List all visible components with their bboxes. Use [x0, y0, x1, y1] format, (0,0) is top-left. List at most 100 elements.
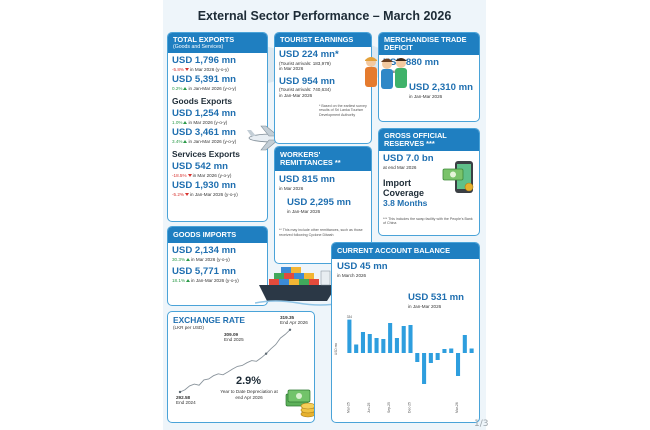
fx-point — [264, 352, 268, 355]
tourist-cum-period: in Jan-Mar 2026 — [279, 92, 313, 98]
current-account-card: CURRENT ACCOUNT BALANCE USD 45 mn in Mar… — [331, 242, 480, 423]
ca-cum-block: USD 531 mn in Jan-Mar 2026 — [408, 292, 464, 309]
ca-bar — [449, 348, 454, 353]
gross-reserves-card: GROSS OFFICIAL RESERVES *** USD 7.0 bn a… — [378, 128, 480, 236]
down-arrow-icon — [187, 173, 192, 177]
exports-mar-change-row: -5.8% in Mar 2026 (y-o-y) — [172, 67, 263, 73]
remittances-mar-value: USD 815 mn — [279, 174, 335, 186]
exchange-rate-subtitle: (LKR per USD) — [173, 325, 204, 330]
services-exports-mar-value: USD 542 mn — [172, 161, 228, 173]
up-arrow-icon — [183, 139, 188, 143]
page-title: External Sector Performance – March 2026 — [197, 9, 452, 23]
exports-cum-change: 0.2% — [172, 85, 183, 91]
tourist-mar-period: in Mar 2026 — [279, 66, 304, 72]
ca-mar-period: in March 2026 — [337, 272, 367, 278]
services-exports-cum-period: in Jan-Mar 2026 (y-o-y) — [190, 191, 238, 197]
imports-mar-period: in Mar 2026 (y-o-y) — [191, 256, 230, 262]
fx-depreciation-value: 2.9% — [236, 375, 262, 387]
ca-bar — [360, 332, 366, 353]
decorative-dot-icon — [463, 290, 483, 310]
down-arrow-icon — [185, 192, 190, 196]
ca-bar — [428, 353, 433, 363]
ca-x-tick-label: Dec-25 — [408, 402, 412, 413]
up-arrow-icon — [183, 86, 188, 90]
fx-mid-value: 309.09 — [224, 332, 239, 337]
ca-x-tick-label: Sep-25 — [387, 402, 391, 413]
exchange-rate-card: EXCHANGE RATE (LKR per USD) 292.58 End 2… — [167, 311, 315, 423]
ca-bar — [401, 326, 406, 353]
ca-bar — [408, 325, 413, 353]
imports-cum-change: 18.1% — [172, 277, 186, 283]
services-exports-mar-period: in Mar 2026 (y-o-y) — [192, 172, 232, 178]
ca-bar — [367, 334, 372, 353]
ca-bar — [388, 323, 393, 353]
ca-y-axis-label: USD mn — [334, 343, 338, 355]
tourist-cum-value: USD 954 mn — [279, 75, 335, 87]
goods-exports-cum-period: in Jan-Mar 2026 (y-o-y) — [188, 138, 237, 144]
import-coverage-value: 3.8 Months — [383, 198, 428, 209]
up-arrow-icon — [186, 257, 191, 261]
goods-exports-cum-change: 3.4% — [172, 138, 183, 144]
phone-money-icon — [442, 161, 474, 194]
fx-end-label: End Apr 2026 — [280, 320, 308, 325]
tourist-earnings-header: TOURIST EARNINGS — [275, 33, 371, 48]
fx-start-label: End 2024 — [176, 400, 196, 405]
tourists-illustration-icon — [365, 57, 407, 89]
services-exports-cum-change-row: -5.2% in Jan-Mar 2026 (y-o-y) — [172, 192, 263, 198]
services-exports-mar-change: -18.5% — [172, 172, 187, 178]
imports-cum-value: USD 5,771 mn — [172, 266, 236, 278]
cargo-ship-icon — [255, 267, 341, 306]
exports-mar-period: in Mar 2026 (y-o-y) — [190, 66, 229, 72]
services-exports-title: Services Exports — [172, 149, 240, 160]
ca-bar — [381, 339, 386, 353]
ca-mar-value: USD 45 mn — [337, 261, 388, 273]
fx-point — [178, 390, 182, 394]
fx-end-value: 319.35 — [280, 315, 295, 320]
exports-mar-change: -5.8% — [172, 66, 185, 72]
total-exports-card: TOTAL EXPORTS (Goods and Services) USD 1… — [167, 32, 268, 222]
up-arrow-icon — [186, 278, 191, 282]
infographic-page: External Sector Performance – March 2026… — [163, 0, 486, 430]
ca-bar — [469, 348, 474, 353]
ca-bar — [455, 353, 461, 376]
ca-x-tick-label: Jun-25 — [367, 403, 371, 413]
gross-reserves-header: GROSS OFFICIAL RESERVES *** — [379, 129, 479, 152]
imports-cum-period: in Jan-Mar 2026 (y-o-y) — [191, 277, 239, 283]
exports-cum-value: USD 5,391 mn — [172, 74, 236, 86]
fx-mid-label: End 2025 — [224, 337, 244, 342]
trade-deficit-cum-block: USD 2,310 mn in Jan-Mar 2026 — [409, 83, 473, 99]
services-exports-mar-change-row: -18.5% in Mar 2026 (y-o-y) — [172, 173, 263, 179]
exchange-rate-title: EXCHANGE RATE — [173, 315, 245, 325]
ca-bar — [442, 349, 447, 353]
goods-exports-cum-change-row: 3.4% in Jan-Mar 2026 (y-o-y) — [172, 139, 263, 145]
ca-bar — [394, 338, 399, 353]
services-exports-cum-value: USD 1,930 mn — [172, 180, 236, 192]
fx-depreciation-label: Year to Date Depreciation at end Apr 202… — [220, 389, 278, 400]
goods-exports-cum-value: USD 3,461 mn — [172, 127, 236, 139]
remittances-mar-period: in Mar 2026 — [279, 185, 304, 191]
tourist-earnings-card: TOURIST EARNINGS USD 224 mn* (Tourist ar… — [274, 32, 372, 144]
trade-deficit-cum-period: in Jan-Mar 2026 — [409, 93, 443, 99]
ca-bar — [462, 335, 467, 353]
fx-line — [179, 329, 291, 393]
ca-bar — [347, 319, 352, 353]
ca-cum-value: USD 531 mn — [408, 292, 464, 303]
ca-x-tick-label: Mar-26 — [455, 402, 459, 413]
ca-bar — [354, 344, 359, 353]
total-exports-header: TOTAL EXPORTS (Goods and Services) — [168, 33, 267, 54]
trade-deficit-card: MERCHANDISE TRADE DEFICIT USD 880 mn in … — [378, 32, 480, 122]
exports-mar-value: USD 1,796 mn — [172, 55, 236, 67]
workers-remittances-header: WORKERS' REMITTANCES ** — [275, 147, 371, 172]
fx-start-value: 292.58 — [176, 395, 191, 400]
goods-imports-header: GOODS IMPORTS — [168, 227, 267, 244]
trade-deficit-mar-value: USD 880 mn — [383, 57, 439, 69]
goods-exports-mar-value: USD 1,254 mn — [172, 108, 236, 120]
trade-deficit-header: MERCHANDISE TRADE DEFICIT — [379, 33, 479, 56]
reserves-period: at end Mar 2026 — [383, 164, 417, 170]
goods-exports-mar-change-row: 1.0% in Mar 2026 (y-o-y) — [172, 120, 263, 126]
remittances-note: ** This may include other remittances, s… — [279, 228, 363, 237]
import-coverage-title: Import Coverage — [383, 178, 425, 199]
exchange-rate-heading: EXCHANGE RATE (LKR per USD) — [168, 312, 314, 334]
imports-mar-value: USD 2,134 mn — [172, 245, 236, 257]
reserves-value: USD 7.0 bn — [383, 153, 434, 165]
